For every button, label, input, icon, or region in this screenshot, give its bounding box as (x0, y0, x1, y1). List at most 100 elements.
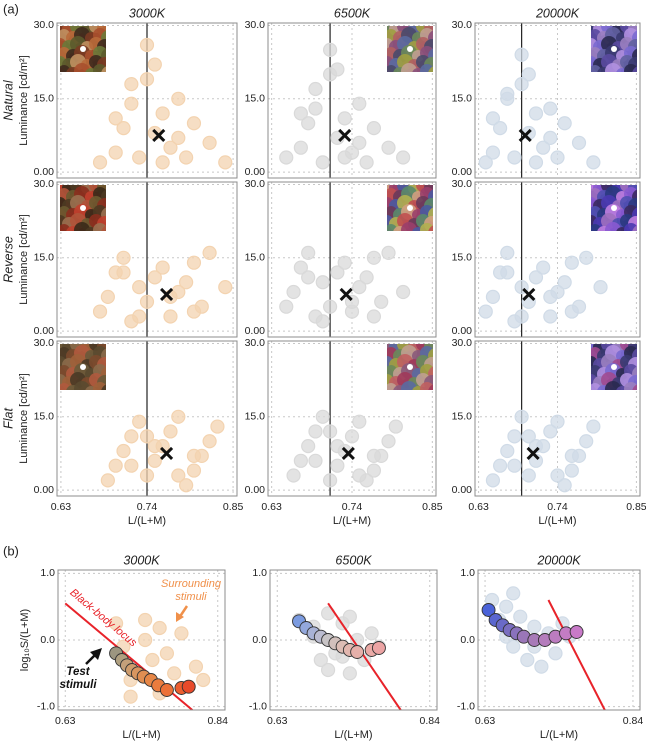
point (571, 135, 587, 150)
point (322, 473, 338, 488)
y-axis-label: Luminance [cd/m²] (18, 373, 30, 463)
y-tick-label: 0.00 (245, 166, 266, 178)
point (218, 280, 233, 295)
y-tick-label: 15.0 (245, 93, 266, 105)
y-tick-label: 30.0 (245, 178, 266, 190)
point (279, 150, 294, 165)
point (301, 270, 316, 285)
x-tick-label: 0.84 (208, 715, 229, 727)
surround-label: stimuli (175, 591, 207, 603)
y-tick-label: 0.0 (460, 634, 475, 646)
point (485, 111, 501, 126)
y-tick-label: 15.0 (245, 252, 266, 264)
point (286, 468, 301, 483)
point (186, 304, 202, 319)
thumbnail-patch (101, 66, 106, 72)
y-axis-label: Luminance [cd/m²] (18, 55, 30, 145)
point (132, 150, 147, 165)
point (116, 443, 131, 459)
test-point (350, 645, 365, 659)
test-point (569, 625, 584, 639)
y-tick-label: 30.0 (452, 19, 473, 31)
x-tick-label: 0.63 (468, 501, 489, 513)
point (352, 414, 367, 429)
point (366, 448, 382, 464)
point (147, 57, 162, 72)
plot-frame (56, 22, 238, 179)
panel-title: 3000K (123, 553, 160, 567)
point (308, 101, 323, 116)
point (145, 652, 160, 668)
x-axis-label: L/(L+M) (334, 729, 372, 741)
y-tick-label: 0.00 (34, 484, 55, 496)
point (500, 265, 515, 280)
y-tick-label: -1.0 (249, 700, 267, 712)
plot-layer (57, 341, 237, 496)
point (186, 116, 202, 131)
point (330, 265, 345, 280)
y-tick-label: -1.0 (37, 700, 55, 712)
point (366, 309, 382, 324)
y-axis-label: log₁₀S/(L+M) (19, 609, 31, 671)
panel-label: (b) (3, 543, 19, 558)
x-tick-label: 0.63 (51, 501, 72, 513)
point (301, 245, 316, 260)
y-tick-label: 0.00 (34, 166, 55, 178)
y-tick-label: -1.0 (457, 700, 475, 712)
point (366, 463, 382, 478)
point (210, 419, 225, 434)
plot-frame (56, 340, 238, 497)
point (493, 121, 508, 136)
y-tick-label: 15.0 (34, 93, 55, 105)
plot-layer (478, 570, 640, 710)
x-tick-label: 0.85 (223, 501, 244, 513)
point (315, 155, 330, 170)
panel-title: 20000K (535, 6, 580, 20)
fixation-dot (407, 205, 413, 211)
point (527, 619, 542, 634)
point (564, 463, 579, 478)
row-label: Reverse (1, 236, 15, 283)
plot-frame (474, 181, 641, 338)
point (521, 468, 536, 483)
point (108, 145, 123, 160)
point (186, 448, 202, 464)
point (359, 270, 374, 285)
point (171, 468, 186, 483)
point (116, 121, 131, 136)
point (521, 67, 536, 82)
point (528, 155, 544, 170)
point (123, 689, 138, 704)
plot-frame (269, 569, 438, 711)
plot-layer (268, 23, 436, 178)
test-point (181, 679, 196, 694)
point (344, 429, 360, 444)
point (500, 443, 515, 459)
point (147, 453, 162, 468)
mean-marker (339, 287, 353, 302)
thumbnail-patch (632, 384, 637, 390)
thumbnail (591, 26, 637, 72)
point (320, 662, 336, 678)
thumbnail-patch (605, 63, 621, 72)
point (337, 111, 352, 126)
fixation-dot (611, 46, 617, 52)
point (124, 77, 139, 92)
point (147, 439, 162, 454)
mean-marker (341, 446, 355, 461)
point (163, 424, 178, 439)
point (374, 294, 389, 309)
x-tick-label: 0.84 (623, 715, 644, 727)
panel-title: 20000K (536, 553, 581, 567)
thumbnail-patch (401, 63, 417, 72)
y-tick-label: 0.00 (245, 325, 266, 337)
plot-layer (268, 341, 436, 496)
y-tick-label: 15.0 (452, 252, 473, 264)
point (171, 130, 186, 146)
point (543, 424, 558, 439)
point (202, 245, 217, 260)
fixation-dot (611, 205, 617, 211)
point (179, 478, 194, 493)
y-tick-label: 0.00 (452, 166, 473, 178)
point (322, 42, 338, 57)
